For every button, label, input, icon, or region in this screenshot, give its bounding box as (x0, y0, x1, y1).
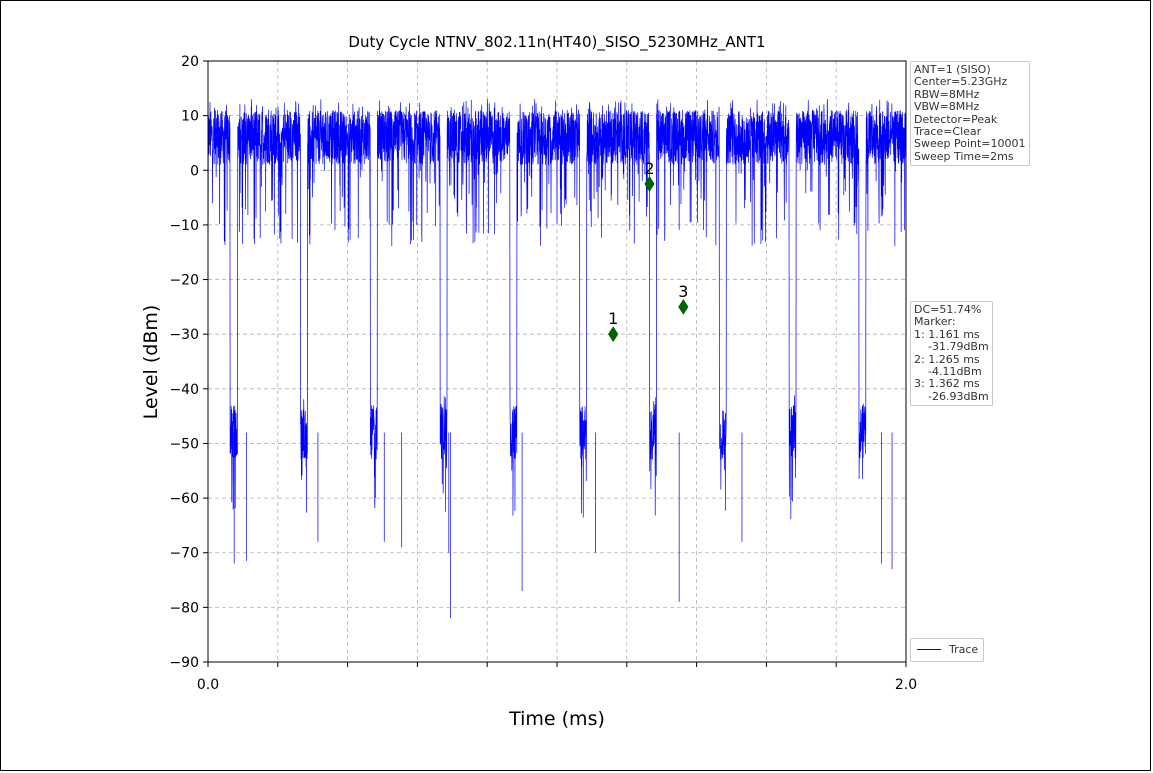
y-tick-label: −50 (169, 436, 199, 452)
y-tick-label: −80 (169, 600, 199, 616)
legend-label: Trace (949, 643, 979, 656)
marker-2-label: 2 (644, 159, 654, 178)
trace-series (207, 99, 907, 619)
y-tick-label: −70 (169, 546, 199, 562)
x-axis-title: Time (ms) (508, 708, 605, 730)
y-tick-label: −40 (169, 382, 199, 398)
y-tick-label: −20 (169, 273, 199, 289)
y-tick-label: −60 (169, 491, 199, 507)
markers: 1 2 3 (608, 159, 689, 343)
y-tick-label: −10 (169, 218, 199, 234)
x-tick-label: 2.0 (895, 677, 917, 693)
axis-ticks: 20 10 0 −10 −20 −30 −40 −50 −60 −70 −80 −90 0.0 2.0 (169, 54, 917, 693)
marker-3-diamond (678, 298, 689, 315)
marker-1-diamond (608, 326, 619, 343)
y-tick-label: 20 (181, 54, 199, 70)
marker-1-label: 1 (608, 309, 618, 328)
y-axis-title: Level (dBm) (140, 305, 162, 420)
measurement-settings-box: ANT=1 (SISO) Center=5.23GHz RBW=8MHz VBW… (910, 61, 1030, 167)
y-tick-label: −30 (169, 327, 199, 343)
y-tick-label: 10 (181, 109, 199, 125)
chart-title: Duty Cycle NTNV_802.11n(HT40)_SISO_5230M… (348, 33, 765, 52)
y-tick-label: −90 (169, 655, 199, 671)
duty-cycle-marker-box: DC=51.74% Marker: 1: 1.161 ms -31.79dBm … (910, 301, 993, 407)
marker-2-diamond (644, 176, 655, 192)
x-tick-label: 0.0 (197, 677, 219, 693)
legend: Trace (910, 638, 984, 662)
legend-line-swatch (917, 649, 941, 650)
trace-line (207, 99, 907, 619)
marker-3-label: 3 (678, 282, 688, 301)
y-tick-label: 0 (190, 163, 199, 179)
